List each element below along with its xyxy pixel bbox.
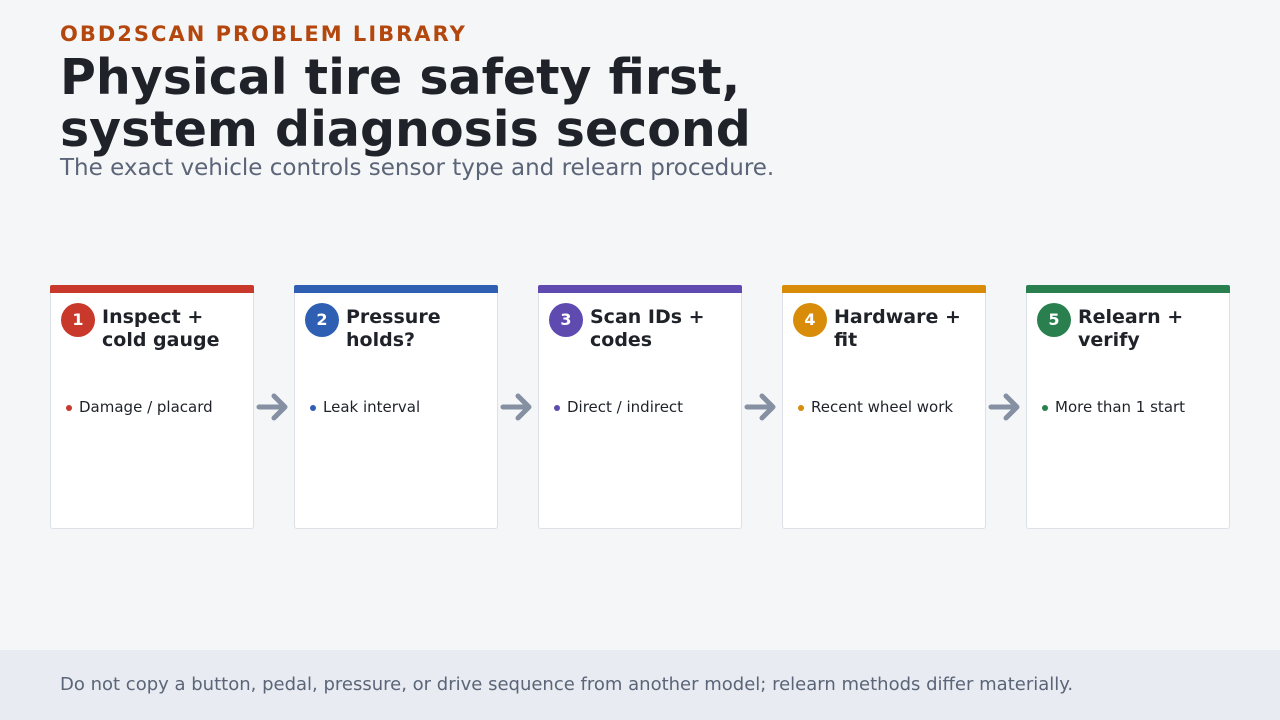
bullet-dot bbox=[1042, 405, 1048, 411]
footer: Do not copy a button, pedal, pressure, o… bbox=[0, 650, 1280, 720]
arrow bbox=[500, 393, 532, 421]
bullet-dot bbox=[798, 405, 804, 411]
step-title-line: Hardware + bbox=[834, 306, 961, 328]
title-line: system diagnosis second bbox=[60, 101, 751, 158]
step-number: 2 bbox=[305, 303, 339, 337]
step-title: Scan IDs + codes bbox=[590, 306, 705, 352]
step-card: 5 Relearn + verify More than 1 start bbox=[1026, 285, 1230, 529]
step-bullet: Damage / placard bbox=[79, 398, 213, 416]
step-bullet: Direct / indirect bbox=[567, 398, 684, 416]
step-title-line: codes bbox=[590, 329, 653, 351]
title: Physical tire safety first, system diagno… bbox=[60, 52, 751, 156]
step-number: 1 bbox=[61, 303, 95, 337]
step-title-line: verify bbox=[1078, 329, 1140, 351]
step-title: Inspect + cold gauge bbox=[102, 306, 219, 352]
arrow bbox=[744, 393, 776, 421]
title-line: Physical tire safety first, bbox=[60, 49, 741, 106]
card-accent bbox=[782, 285, 986, 293]
step-title-line: holds? bbox=[346, 329, 416, 351]
step-title-line: Pressure bbox=[346, 306, 441, 328]
kicker: OBD2SCAN PROBLEM LIBRARY bbox=[60, 22, 467, 46]
step-number: 4 bbox=[793, 303, 827, 337]
step-bullet: Recent wheel work bbox=[811, 398, 954, 416]
step-card: 2 Pressure holds? Leak interval bbox=[294, 285, 498, 529]
step-title-line: cold gauge bbox=[102, 329, 220, 351]
step-title: Hardware + fit bbox=[834, 306, 961, 352]
arrow bbox=[256, 393, 288, 421]
card-accent bbox=[50, 285, 254, 293]
card-accent bbox=[1026, 285, 1230, 293]
step-title: Relearn + verify bbox=[1078, 306, 1183, 352]
step-title-line: Inspect + bbox=[102, 306, 204, 328]
bullet-dot bbox=[66, 405, 72, 411]
bullet-dot bbox=[554, 405, 560, 411]
step-number: 3 bbox=[549, 303, 583, 337]
step-card: 4 Hardware + fit Recent wheel work bbox=[782, 285, 986, 529]
card-accent bbox=[538, 285, 742, 293]
step-title-line: Scan IDs + bbox=[590, 306, 705, 328]
arrow bbox=[988, 393, 1020, 421]
subtitle: The exact vehicle controls sensor type a… bbox=[60, 155, 775, 181]
step-card: 3 Scan IDs + codes Direct / indirect bbox=[538, 285, 742, 529]
step-card: 1 Inspect + cold gauge Damage / placard bbox=[50, 285, 254, 529]
step-bullet: More than 1 start bbox=[1055, 398, 1186, 416]
footer-note: Do not copy a button, pedal, pressure, o… bbox=[60, 674, 1074, 695]
step-title-line: Relearn + bbox=[1078, 306, 1184, 328]
step-bullet: Leak interval bbox=[323, 398, 421, 416]
step-number: 5 bbox=[1037, 303, 1071, 337]
bullet-dot bbox=[310, 405, 316, 411]
step-title: Pressure holds? bbox=[346, 306, 441, 352]
card-accent bbox=[294, 285, 498, 293]
step-title-line: fit bbox=[834, 329, 858, 351]
